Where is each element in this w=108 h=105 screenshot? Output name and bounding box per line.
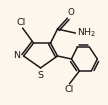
Text: NH$_2$: NH$_2$ [77,27,97,39]
Text: O: O [68,8,75,17]
Text: Cl: Cl [65,85,74,94]
Text: N: N [14,51,21,60]
Text: Cl: Cl [17,18,26,27]
Text: S: S [38,71,44,80]
